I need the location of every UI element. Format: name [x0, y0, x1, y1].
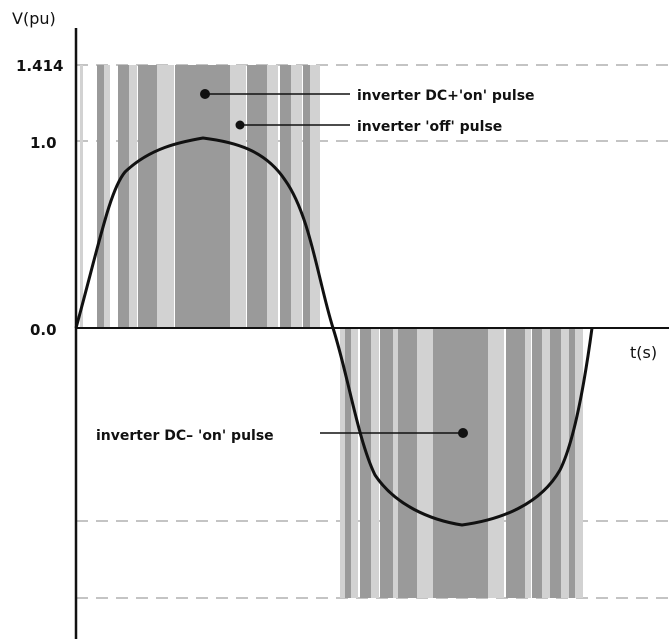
dc-plus-off-pulse	[291, 65, 302, 328]
label-off: inverter 'off' pulse	[357, 119, 502, 135]
label-dc-plus-on: inverter DC+'on' pulse	[357, 88, 535, 104]
label-dc-minus-on: inverter DC– 'on' pulse	[96, 428, 274, 444]
dc-plus-on-pulse	[247, 65, 267, 328]
dc-minus-on-pulse	[345, 328, 351, 598]
dc-minus-pulse-group	[340, 328, 583, 598]
dc-minus-on-pulse	[550, 328, 561, 598]
dc-plus-on-pulse	[175, 65, 230, 328]
dc-plus-off-pulse	[157, 65, 174, 328]
y-tick-1414: 1.414	[16, 57, 63, 75]
dc-minus-off-pulse	[542, 328, 550, 598]
dc-plus-on-pulse	[280, 65, 291, 328]
dc-minus-on-pulse	[433, 328, 488, 598]
dc-minus-off-pulse	[525, 328, 531, 598]
dc-plus-on-pulse	[97, 65, 104, 328]
dc-minus-off-pulse	[575, 328, 583, 598]
dc-minus-off-pulse	[351, 328, 358, 598]
dc-minus-off-pulse	[371, 328, 379, 598]
dc-plus-off-pulse	[129, 65, 137, 328]
dc-minus-on-pulse	[398, 328, 417, 598]
y-axis-title: V(pu)	[12, 9, 56, 28]
dc-minus-off-pulse	[561, 328, 569, 598]
dc-plus-on-pulse	[118, 65, 129, 328]
y-tick-00: 0.0	[30, 321, 57, 339]
dc-plus-on-pulse	[303, 65, 310, 328]
sine-voltage-curve	[74, 136, 594, 527]
annotation-dc-minus-on: inverter DC– 'on' pulse	[96, 428, 468, 444]
x-axis-title: t(s)	[630, 343, 657, 362]
dc-minus-on-pulse	[380, 328, 393, 598]
dc-plus-off-pulse	[80, 65, 83, 328]
dc-plus-off-pulse	[267, 65, 278, 328]
dc-plus-on-pulse	[138, 65, 157, 328]
dc-plus-off-pulse	[310, 65, 320, 328]
marker-dot	[458, 428, 468, 438]
dc-minus-on-pulse	[569, 328, 575, 598]
dc-minus-off-pulse	[488, 328, 504, 598]
annotation-dc-plus-on: inverter DC+'on' pulse	[200, 88, 535, 104]
dc-plus-off-pulse	[230, 65, 246, 328]
dc-plus-off-pulse	[104, 65, 110, 328]
y-tick-10: 1.0	[30, 134, 57, 152]
dc-minus-off-pulse	[417, 328, 433, 598]
dc-minus-on-pulse	[532, 328, 542, 598]
dc-minus-off-pulse	[393, 328, 398, 598]
dc-minus-on-pulse	[360, 328, 371, 598]
dc-minus-off-pulse	[340, 328, 345, 598]
annotation-off: inverter 'off' pulse	[235, 119, 502, 135]
dc-minus-on-pulse	[506, 328, 525, 598]
dc-plus-pulse-group	[80, 65, 320, 328]
